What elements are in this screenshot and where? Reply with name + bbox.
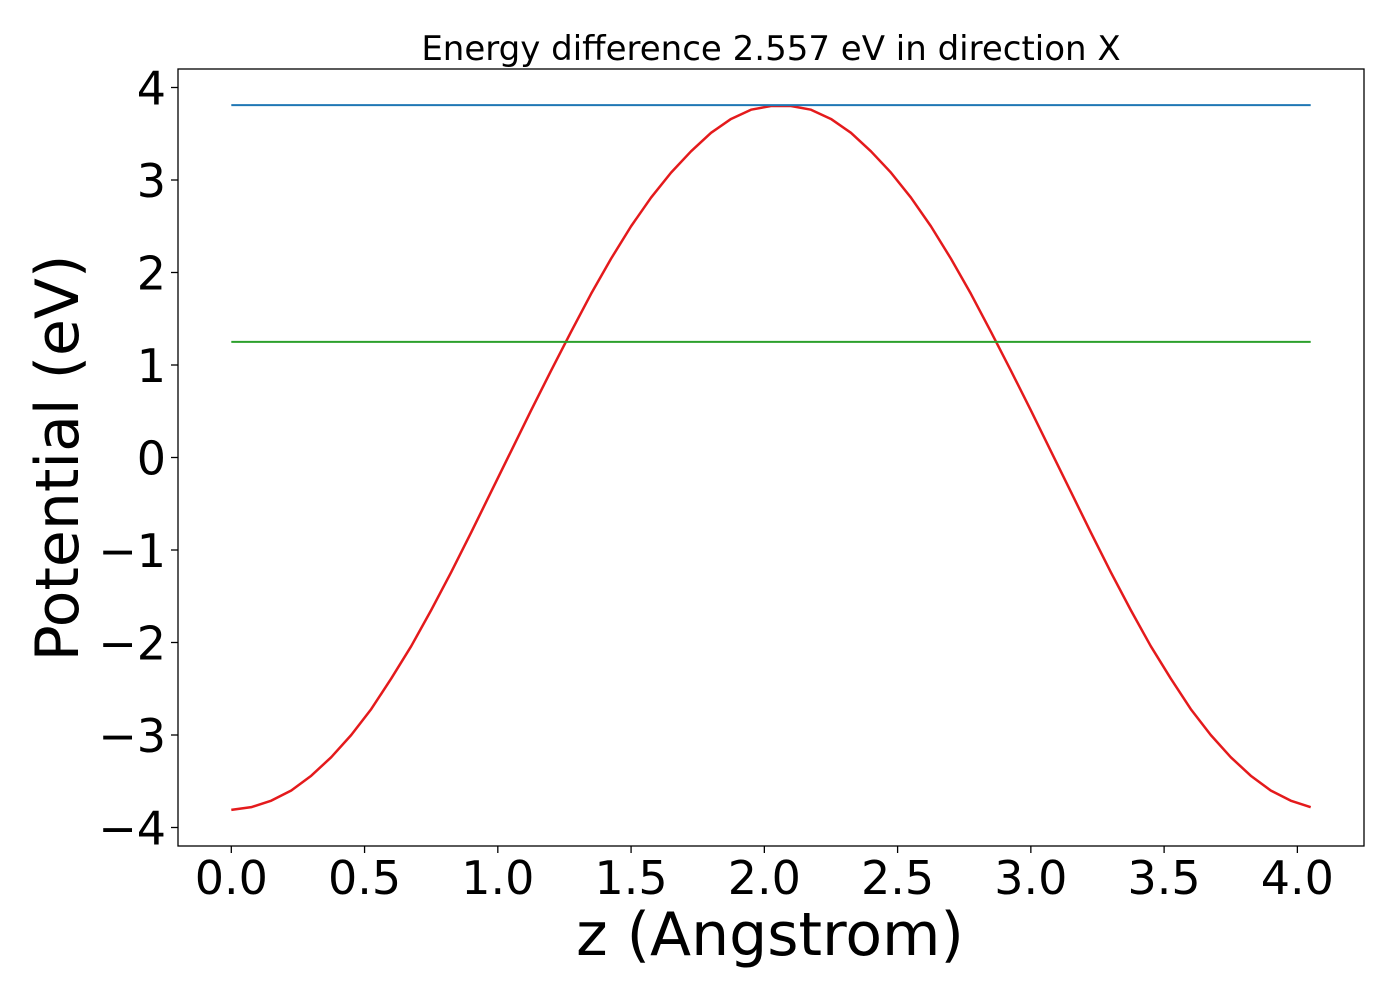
y-tick-label: −3	[98, 709, 166, 763]
x-axis-label: z (Angstrom)	[576, 900, 964, 970]
x-tick-label: 0.0	[195, 851, 268, 905]
y-axis: −4 −3 −2 −1 0 1 2 3 4	[98, 62, 178, 856]
x-axis: 0.0 0.5 1.0 1.5 2.0 2.5 3.0 3.5 4.0	[195, 846, 1334, 905]
x-tick-label: 2.0	[728, 851, 801, 905]
y-tick-label: 3	[137, 154, 166, 208]
y-tick-label: −4	[98, 802, 166, 856]
x-tick-label: 4.0	[1261, 851, 1334, 905]
y-tick-label: −1	[98, 524, 166, 578]
y-tick-label: 2	[137, 247, 166, 301]
x-tick-label: 3.0	[994, 851, 1067, 905]
x-tick-label: 3.5	[1128, 851, 1201, 905]
chart-title: Energy difference 2.557 eV in direction …	[421, 29, 1120, 69]
y-tick-label: −2	[98, 617, 166, 671]
x-tick-label: 2.5	[861, 851, 934, 905]
x-tick-label: 0.5	[328, 851, 401, 905]
y-tick-label: 4	[137, 62, 166, 116]
y-axis-label: Potential (eV)	[23, 255, 93, 662]
y-tick-label: 1	[137, 339, 166, 393]
y-tick-label: 0	[137, 432, 166, 486]
series-layer	[231, 104, 1312, 812]
x-tick-label: 1.5	[595, 851, 668, 905]
x-tick-label: 1.0	[461, 851, 534, 905]
